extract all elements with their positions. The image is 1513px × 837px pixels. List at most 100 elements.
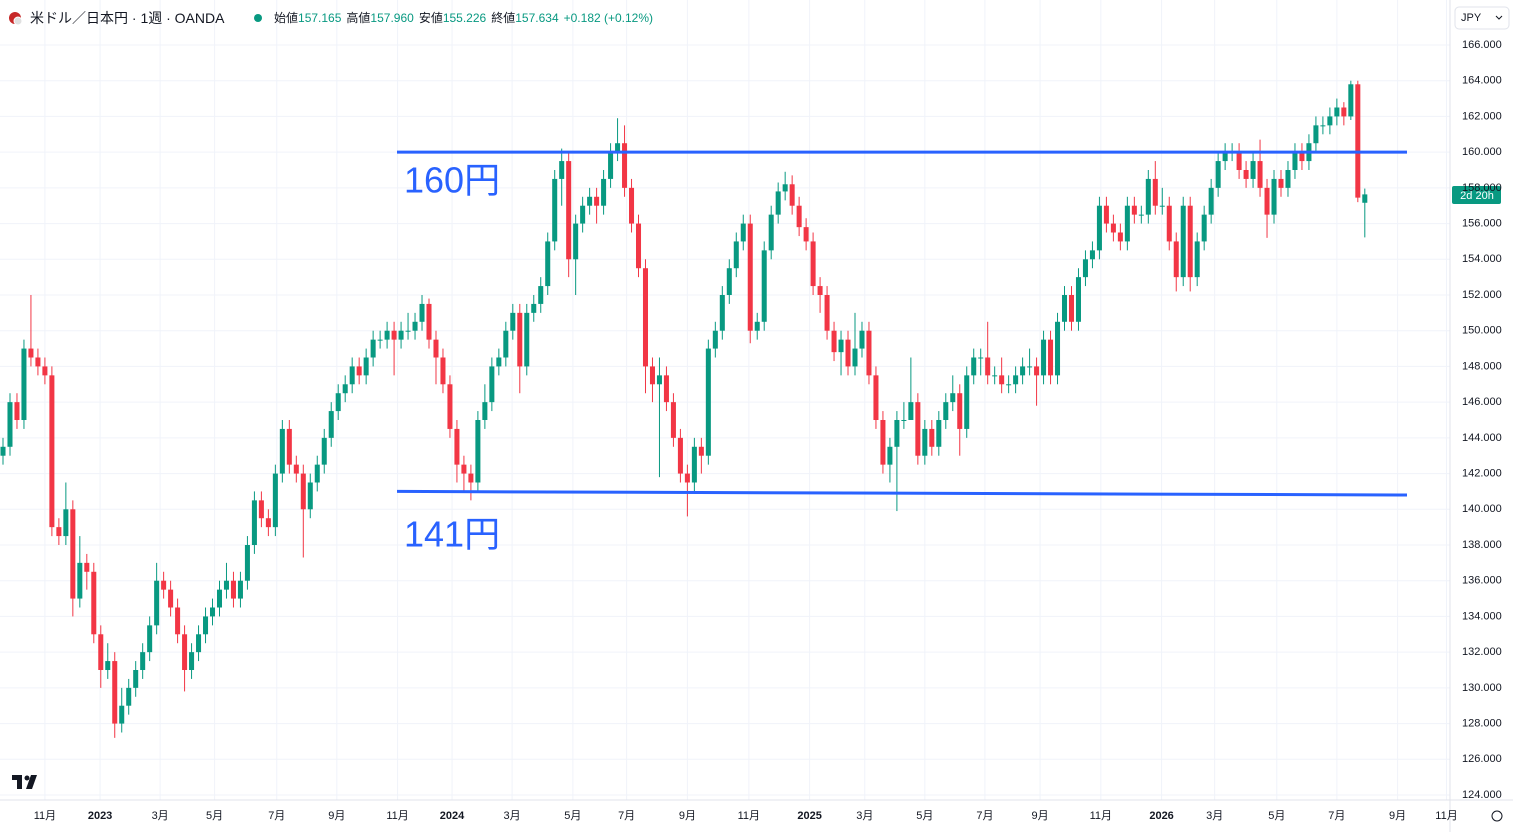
candle-body: [1089, 250, 1095, 260]
candle-body: [216, 589, 223, 608]
chevron: [1495, 15, 1503, 20]
candle-body: [698, 446, 704, 456]
candle-body: [293, 464, 299, 474]
candle-body: [1355, 84, 1361, 198]
ohlc-legend: 始値157.165 高値157.960 安値155.226 終値157.634 +0.1…: [274, 10, 653, 25]
header: 米ドル／日本円 · 1週 · OANDA: [30, 10, 225, 26]
candle-body: [335, 393, 341, 412]
candle-body: [454, 428, 460, 465]
label: 始値: [274, 10, 298, 25]
candle-body: [154, 580, 160, 626]
candle-body: [740, 223, 746, 242]
value: 157.960: [370, 11, 414, 25]
x-tick-label: 2024: [440, 810, 465, 822]
y-tick-label: 126.000: [1462, 753, 1502, 765]
candle-body: [761, 250, 767, 322]
candle-body: [140, 652, 146, 670]
candle-body: [1103, 205, 1109, 224]
candle-body: [1222, 152, 1228, 162]
candle-body: [1027, 366, 1033, 368]
label: 終値: [491, 10, 515, 25]
candle-body: [1013, 375, 1019, 385]
grid: [0, 0, 1450, 800]
candle-body: [384, 330, 390, 340]
candle-body: [901, 420, 907, 421]
candle-body: [810, 241, 816, 287]
candle-body: [1068, 295, 1075, 322]
candle-body: [803, 227, 809, 242]
candle-body: [1110, 223, 1116, 233]
horizontal-line: [396, 489, 1408, 497]
x-tick-label: 11月: [1090, 810, 1112, 822]
candle-body: [691, 446, 697, 483]
candle-body: [1334, 107, 1340, 117]
y-tick-label: 148.000: [1462, 360, 1502, 372]
y-tick-label: 160.000: [1462, 146, 1502, 158]
candle-body: [1075, 277, 1081, 322]
candle-body: [272, 473, 278, 528]
candle-body: [1041, 339, 1047, 376]
candle-body: [433, 339, 439, 358]
candle-body: [203, 616, 209, 635]
x-tick-label: 11月: [386, 810, 408, 822]
candle-body: [859, 330, 865, 349]
value: 155.226: [443, 11, 487, 25]
line-label: 141円: [404, 514, 500, 555]
candle-body: [14, 402, 20, 420]
y-tick-label: 124.000: [1462, 789, 1502, 801]
candle-body: [0, 446, 6, 456]
currency-button[interactable]: [1454, 6, 1510, 30]
candle-body: [705, 348, 711, 456]
candle-body: [880, 420, 886, 465]
candle-body: [999, 375, 1005, 385]
candle-body: [629, 187, 635, 224]
candle-body: [223, 580, 229, 590]
candle-body: [531, 303, 537, 313]
candle-body: [622, 143, 628, 188]
candle-body: [251, 500, 257, 545]
candle-body: [1313, 125, 1319, 144]
x-tick-label: 7月: [268, 810, 285, 822]
currency[interactable]: JPY: [1461, 12, 1482, 24]
candle-body: [545, 241, 551, 287]
plot: [0, 80, 1408, 738]
y-tick-label: 140.000: [1462, 503, 1502, 515]
candle-body: [1159, 205, 1165, 207]
y-tick-label: 136.000: [1462, 575, 1502, 587]
candle-body: [559, 161, 565, 179]
candle-body: [1145, 178, 1151, 215]
candle-body: [677, 437, 683, 474]
logo: [12, 775, 37, 789]
candle-body: [189, 652, 195, 670]
candle-body: [1082, 259, 1088, 278]
candle-body: [601, 178, 607, 206]
candle-body: [84, 562, 90, 572]
x-tick-label: 5月: [206, 810, 223, 822]
x-tick-label: 9月: [1389, 810, 1406, 822]
candle-body: [796, 205, 802, 228]
logo-dot: [24, 775, 30, 781]
candle-body: [649, 366, 655, 385]
candle-body: [468, 473, 474, 483]
candle-body: [391, 330, 397, 340]
candle-body: [524, 312, 530, 367]
candle-body: [133, 670, 139, 688]
candle-body: [7, 402, 13, 447]
candle-body: [475, 420, 481, 483]
candle-body: [936, 420, 942, 447]
candle-body: [838, 339, 844, 353]
candle-body: [866, 330, 872, 376]
x-tick-label: 11月: [34, 810, 56, 822]
candle-body: [230, 580, 236, 599]
candle-body: [1348, 84, 1354, 117]
candle-body: [587, 196, 593, 206]
candle-body: [349, 366, 355, 385]
candle-body: [908, 402, 914, 420]
candle-body: [1131, 205, 1137, 215]
candle-body: [775, 191, 781, 215]
settings-icon[interactable]: [1491, 810, 1503, 822]
candle-body: [1138, 214, 1144, 216]
change: +0.182 (+0.12%): [564, 11, 653, 25]
candle-body: [1020, 366, 1026, 376]
